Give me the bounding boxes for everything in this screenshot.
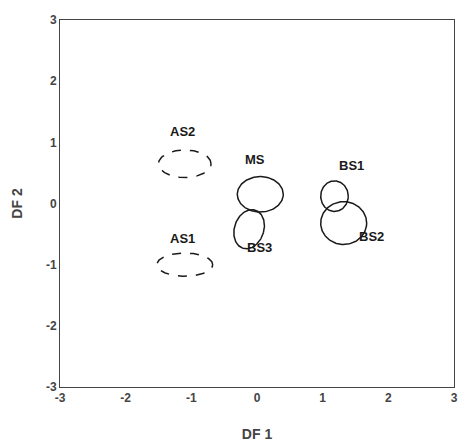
svg-text:AS1: AS1 bbox=[170, 231, 195, 246]
svg-text:0: 0 bbox=[254, 391, 261, 405]
svg-text:-1: -1 bbox=[186, 391, 197, 405]
svg-text:BS2: BS2 bbox=[359, 229, 384, 244]
svg-text:3: 3 bbox=[451, 391, 458, 405]
svg-text:DF 2: DF 2 bbox=[9, 188, 25, 219]
svg-text:1: 1 bbox=[50, 136, 57, 150]
svg-text:-3: -3 bbox=[55, 391, 66, 405]
svg-text:BS1: BS1 bbox=[339, 158, 364, 173]
svg-text:2: 2 bbox=[385, 391, 392, 405]
svg-text:BS3: BS3 bbox=[247, 240, 272, 255]
svg-text:AS2: AS2 bbox=[170, 124, 195, 139]
svg-text:3: 3 bbox=[50, 13, 57, 27]
svg-text:-2: -2 bbox=[46, 319, 57, 333]
svg-text:-3: -3 bbox=[46, 380, 57, 394]
svg-text:-2: -2 bbox=[120, 391, 131, 405]
svg-text:0: 0 bbox=[50, 197, 57, 211]
svg-text:-1: -1 bbox=[46, 258, 57, 272]
svg-text:DF 1: DF 1 bbox=[242, 426, 273, 442]
svg-text:1: 1 bbox=[319, 391, 326, 405]
svg-text:MS: MS bbox=[245, 152, 265, 167]
svg-text:2: 2 bbox=[50, 74, 57, 88]
